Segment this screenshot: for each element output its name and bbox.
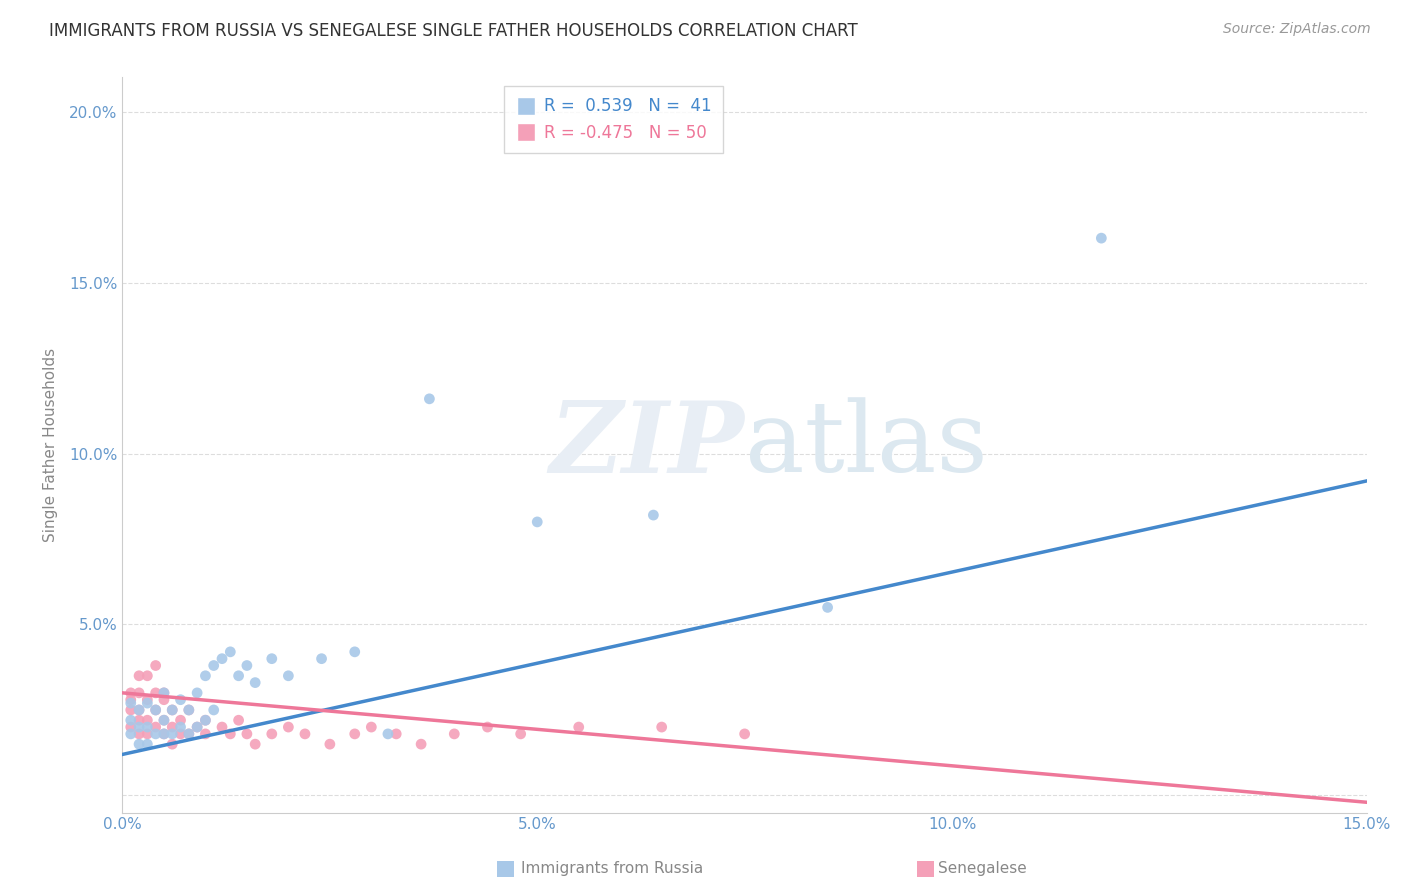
Point	[145, 703, 167, 717]
Point	[120, 720, 142, 734]
Point	[153, 727, 176, 741]
Point	[343, 645, 366, 659]
Point	[128, 720, 150, 734]
Point	[153, 713, 176, 727]
Point	[186, 720, 208, 734]
Point	[385, 727, 408, 741]
Point	[120, 686, 142, 700]
Point	[509, 727, 531, 741]
Point	[136, 669, 159, 683]
Point	[162, 720, 184, 734]
Legend: R =  0.539   N =  41, R = -0.475   N = 50: R = 0.539 N = 41, R = -0.475 N = 50	[505, 86, 724, 153]
Point	[211, 651, 233, 665]
Point	[153, 686, 176, 700]
Point	[128, 713, 150, 727]
Point	[228, 713, 250, 727]
Point	[136, 737, 159, 751]
Y-axis label: Single Father Households: Single Father Households	[44, 348, 58, 542]
Point	[186, 686, 208, 700]
Point	[343, 727, 366, 741]
Point	[128, 686, 150, 700]
Point	[377, 727, 399, 741]
Point	[294, 727, 316, 741]
Point	[177, 727, 200, 741]
Point	[120, 696, 142, 710]
Point	[526, 515, 548, 529]
Point	[162, 703, 184, 717]
Point	[194, 713, 217, 727]
Point	[734, 727, 756, 741]
Point	[443, 727, 465, 741]
Point	[128, 737, 150, 751]
Point	[169, 727, 191, 741]
Point	[643, 508, 665, 522]
Point	[128, 727, 150, 741]
Point	[128, 703, 150, 717]
Text: Senegalese: Senegalese	[938, 862, 1026, 876]
Point	[128, 669, 150, 683]
Point	[153, 692, 176, 706]
Point	[169, 692, 191, 706]
Point	[568, 720, 591, 734]
Point	[145, 686, 167, 700]
Point	[219, 727, 242, 741]
Point	[162, 737, 184, 751]
Text: atlas: atlas	[745, 397, 987, 493]
Point	[120, 692, 142, 706]
Point	[477, 720, 499, 734]
Point	[277, 669, 299, 683]
Point	[169, 720, 191, 734]
Point	[177, 703, 200, 717]
Point	[145, 727, 167, 741]
Point	[136, 696, 159, 710]
Point	[1090, 231, 1112, 245]
Point	[202, 703, 225, 717]
Point	[153, 713, 176, 727]
Point	[136, 692, 159, 706]
Point	[136, 713, 159, 727]
Point	[145, 658, 167, 673]
Text: IMMIGRANTS FROM RUSSIA VS SENEGALESE SINGLE FATHER HOUSEHOLDS CORRELATION CHART: IMMIGRANTS FROM RUSSIA VS SENEGALESE SIN…	[49, 22, 858, 40]
Point	[136, 727, 159, 741]
Point	[194, 669, 217, 683]
Point	[153, 727, 176, 741]
Point	[219, 645, 242, 659]
Point	[260, 651, 283, 665]
Point	[651, 720, 673, 734]
Point	[418, 392, 440, 406]
Point	[211, 720, 233, 734]
Point	[162, 727, 184, 741]
Point	[360, 720, 382, 734]
Point	[319, 737, 342, 751]
Point	[817, 600, 839, 615]
Point	[145, 720, 167, 734]
Point	[311, 651, 333, 665]
Point	[245, 675, 267, 690]
Text: Immigrants from Russia: Immigrants from Russia	[520, 862, 703, 876]
Point	[194, 713, 217, 727]
Point	[186, 720, 208, 734]
Point	[136, 720, 159, 734]
Text: Source: ZipAtlas.com: Source: ZipAtlas.com	[1223, 22, 1371, 37]
Point	[120, 727, 142, 741]
Text: ZIP: ZIP	[550, 397, 745, 493]
Point	[277, 720, 299, 734]
Point	[177, 727, 200, 741]
Point	[120, 703, 142, 717]
Point	[202, 658, 225, 673]
Point	[236, 727, 259, 741]
Point	[260, 727, 283, 741]
Point	[128, 703, 150, 717]
Point	[120, 713, 142, 727]
Point	[411, 737, 433, 751]
Point	[194, 727, 217, 741]
Point	[153, 686, 176, 700]
Point	[177, 703, 200, 717]
Point	[169, 713, 191, 727]
Point	[228, 669, 250, 683]
Point	[245, 737, 267, 751]
Point	[236, 658, 259, 673]
Point	[145, 703, 167, 717]
Point	[162, 703, 184, 717]
